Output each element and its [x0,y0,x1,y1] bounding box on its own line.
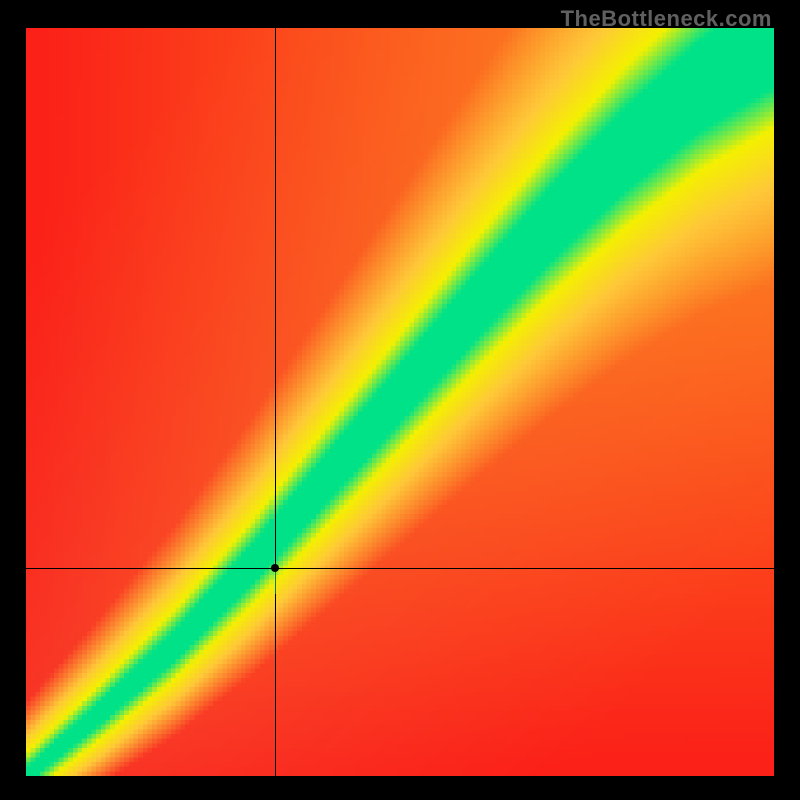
crosshair-vertical [275,28,276,776]
plot-area [26,28,774,776]
watermark-text: TheBottleneck.com [561,6,772,32]
bottleneck-heatmap [26,28,774,776]
crosshair-marker-dot [271,564,279,572]
crosshair-horizontal [26,568,774,569]
crosshair-marker-tick [275,572,276,594]
